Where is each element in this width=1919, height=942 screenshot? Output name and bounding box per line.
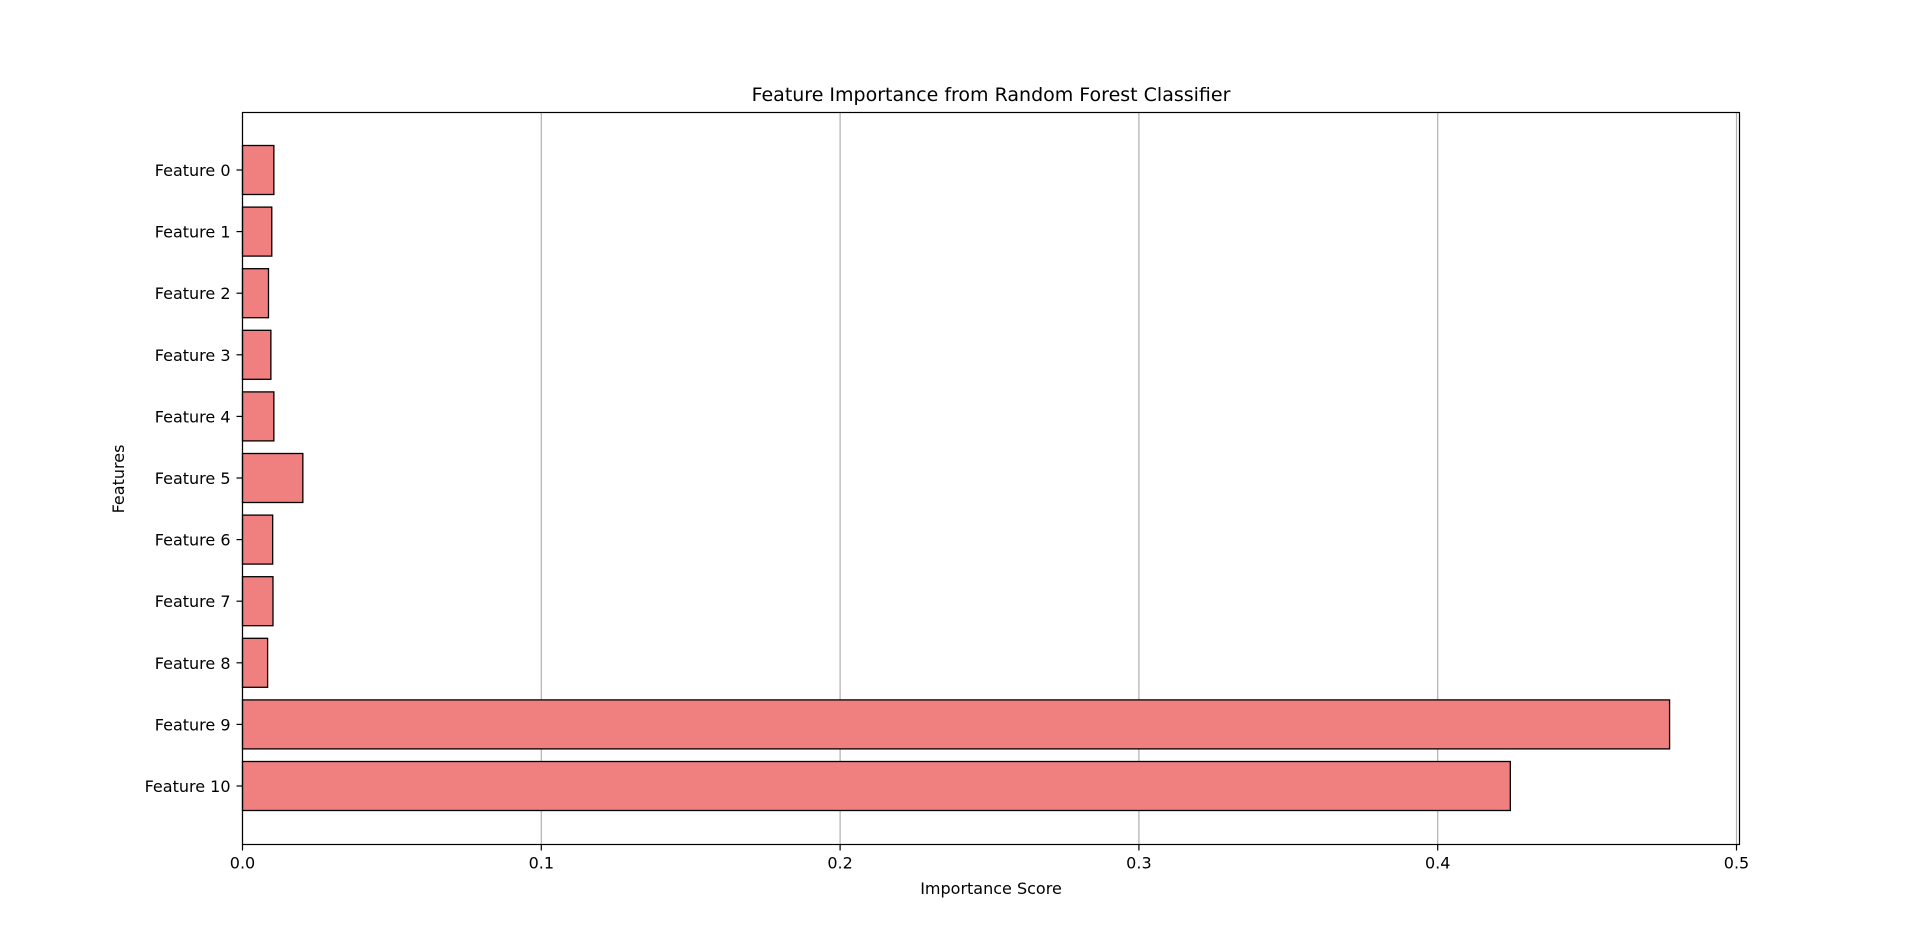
bar-feature-7 — [241, 576, 274, 627]
y-tick-label: Feature 9 — [155, 715, 231, 734]
bar-feature-5 — [241, 452, 304, 504]
x-tick-label: 0.0 — [230, 854, 255, 873]
bar-feature-0 — [241, 144, 275, 196]
bar-feature-4 — [241, 391, 275, 442]
x-axis-label: Importance Score — [920, 879, 1062, 898]
y-tick-label: Feature 3 — [155, 346, 231, 365]
bar-feature-8 — [241, 637, 269, 688]
chart-title: Feature Importance from Random Forest Cl… — [752, 84, 1231, 106]
x-tick-label: 0.5 — [1724, 854, 1749, 873]
bar-feature-3 — [241, 329, 272, 380]
x-tick-label: 0.1 — [529, 854, 554, 873]
y-tick-label: Feature 8 — [155, 654, 231, 673]
bar-feature-1 — [241, 206, 273, 257]
y-tick-label: Feature 6 — [155, 531, 231, 550]
y-tick-label: Feature 4 — [155, 407, 231, 426]
y-tick-label: Feature 7 — [155, 592, 231, 611]
y-tick-label: Feature 5 — [155, 469, 231, 488]
bars — [241, 144, 1671, 812]
bar-feature-6 — [241, 514, 274, 565]
y-tick-label: Feature 2 — [155, 284, 231, 303]
y-axis-label: Features — [109, 445, 128, 514]
bar-feature-9 — [241, 699, 1671, 750]
bar-feature-10 — [241, 760, 1511, 812]
y-tick-label: Feature 0 — [155, 161, 231, 180]
y-axis-ticks: Feature 0 Feature 1 Feature 2 Feature 3 Feat… — [145, 161, 243, 796]
x-tick-label: 0.2 — [827, 854, 852, 873]
y-tick-label: Feature 1 — [155, 223, 231, 242]
bar-feature-2 — [241, 268, 270, 319]
y-tick-label: Feature 10 — [145, 777, 231, 796]
x-tick-label: 0.4 — [1425, 854, 1450, 873]
x-axis-ticks: 0.0 0.1 0.2 0.3 0.4 0.5 — [230, 844, 1749, 873]
x-tick-label: 0.3 — [1126, 854, 1151, 873]
